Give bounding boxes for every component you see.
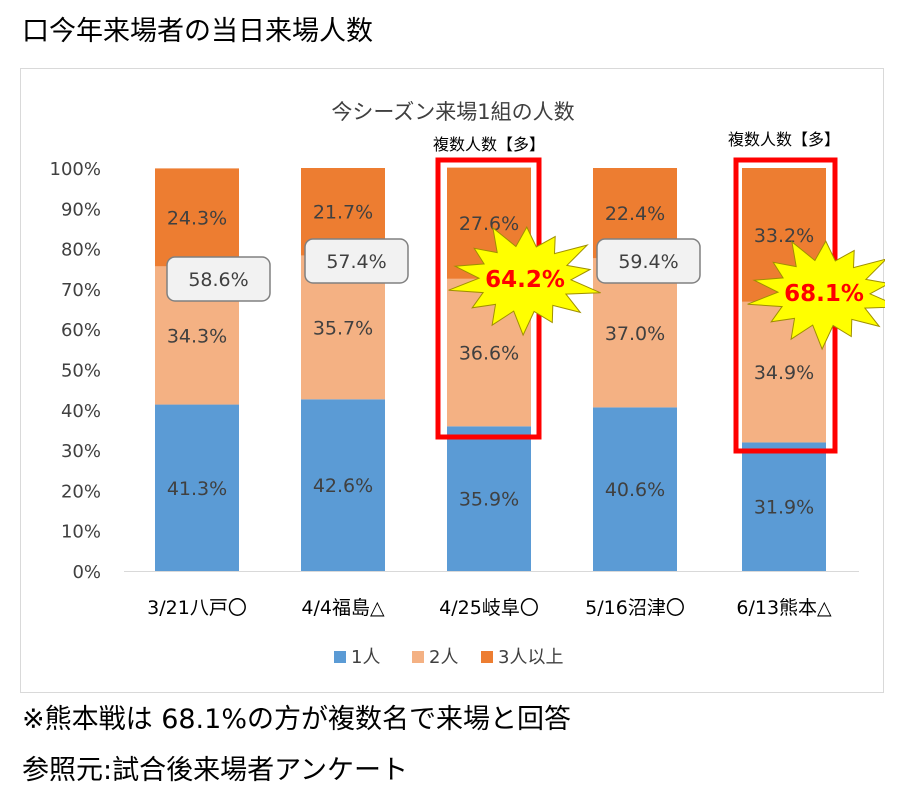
y-tick-label: 30% (61, 441, 101, 462)
y-tick-label: 70% (61, 280, 101, 301)
data-label: 22.4% (605, 203, 665, 225)
chart-frame: 今シーズン来場1組の人数 0% 10% 20% 30% 40% 50% 60% 70% 80% 90… (20, 68, 885, 693)
starburst-icon (448, 226, 601, 337)
note-kumamoto: ※熊本戦は 68.1%の方が複数名で来場と回答 (22, 704, 571, 735)
legend-label: 3人以上 (498, 647, 563, 668)
bar-segment (301, 399, 385, 571)
legend-label: 2人 (429, 647, 458, 668)
y-tick-label: 20% (61, 481, 101, 502)
y-tick-label: 10% (61, 522, 101, 543)
data-label: 37.0% (605, 323, 665, 345)
x-tick-label: 5/16沼津〇 (585, 597, 685, 619)
percentage-callout (166, 256, 271, 302)
data-label: 21.7% (313, 202, 373, 224)
percentage-callout (596, 238, 701, 284)
stacked-bar-chart: 今シーズン来場1組の人数 0% 10% 20% 30% 40% 50% 60% 70% 80% 90… (50, 100, 885, 668)
percentage-callout-text: 59.4% (618, 251, 678, 273)
bar-segment (155, 404, 239, 571)
data-label: 34.3% (167, 325, 227, 347)
x-tick-label: 6/13熊本△ (736, 597, 832, 619)
y-tick-label: 90% (61, 199, 101, 220)
data-label: 41.3% (167, 478, 227, 500)
data-label: 40.6% (605, 479, 665, 501)
data-label: 24.3% (167, 207, 227, 229)
starburst-text: 64.2% (485, 267, 565, 293)
highlight-label: 複数人数【多】 (728, 130, 840, 149)
percentage-callout (304, 238, 409, 284)
bar-segment (742, 442, 826, 571)
legend-swatch (334, 651, 346, 663)
legend-swatch (481, 651, 493, 663)
legend-swatch (412, 651, 424, 663)
bar-segment (447, 426, 531, 571)
x-tick-label: 4/25岐阜〇 (439, 597, 539, 619)
chart-title: 今シーズン来場1組の人数 (331, 100, 574, 124)
legend-label: 1人 (351, 647, 380, 668)
x-tick-label: 3/21八戸〇 (147, 597, 247, 619)
data-label: 33.2% (754, 225, 814, 247)
percentage-callout-text: 57.4% (326, 251, 386, 273)
y-tick-label: 50% (61, 361, 101, 382)
highlight-label: 複数人数【多】 (433, 135, 545, 154)
bar-segment (593, 407, 677, 571)
y-tick-label: 100% (50, 159, 101, 180)
starburst-text: 68.1% (784, 281, 864, 307)
note-source: 参照元:試合後来場者アンケート (22, 755, 409, 786)
data-label: 35.7% (313, 317, 373, 339)
y-tick-label: 60% (61, 320, 101, 341)
data-label: 27.6% (459, 213, 519, 235)
percentage-callout-text: 58.6% (188, 269, 248, 291)
starburst-icon (747, 240, 885, 351)
bar-segment (155, 168, 239, 267)
data-label: 42.6% (313, 475, 373, 497)
data-label: 34.9% (754, 362, 814, 384)
y-tick-label: 0% (72, 562, 101, 583)
page-heading: 口今年来場者の当日来場人数 (22, 16, 373, 47)
data-label: 36.6% (459, 343, 519, 365)
y-tick-label: 40% (61, 401, 101, 422)
y-tick-label: 80% (61, 240, 101, 261)
data-label: 31.9% (754, 497, 814, 519)
data-label: 35.9% (459, 489, 519, 511)
x-tick-label: 4/4福島△ (301, 597, 385, 619)
